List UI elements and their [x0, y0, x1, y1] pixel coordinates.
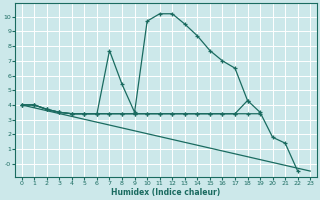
- X-axis label: Humidex (Indice chaleur): Humidex (Indice chaleur): [111, 188, 220, 197]
